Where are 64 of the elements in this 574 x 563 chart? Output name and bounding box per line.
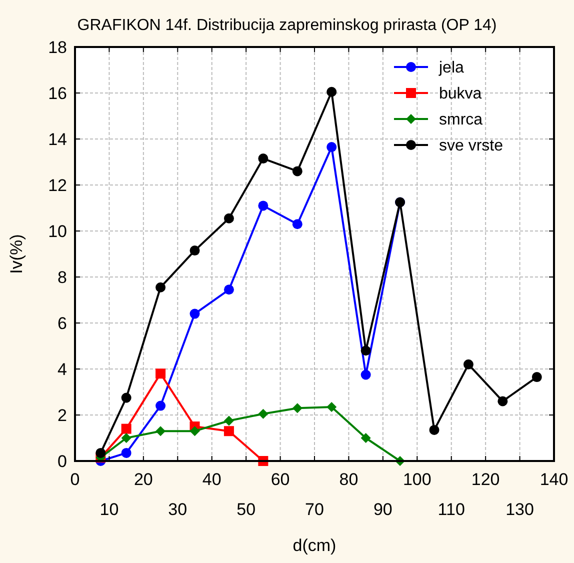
y-tick-label: 18 [48, 38, 67, 57]
point [121, 448, 132, 458]
point [224, 426, 234, 436]
x-axis-title: d(cm) [292, 536, 336, 555]
point [292, 219, 302, 230]
point [121, 392, 132, 403]
chart-title: GRAFIKON 14f. Distribucija zapreminskog prirasta (OP 14) [77, 17, 497, 34]
point [190, 308, 200, 319]
point [121, 433, 132, 443]
y-tick-label: 2 [58, 406, 67, 425]
point [96, 448, 106, 458]
point [429, 424, 440, 435]
legend-label: bukva [439, 86, 482, 103]
legend-label: smrca [439, 112, 483, 129]
legend-label: sve vrste [439, 138, 504, 155]
y-tick-label: 0 [58, 452, 67, 471]
y-axis-title: Iv(%) [7, 234, 26, 274]
x-tick-label: 60 [270, 470, 290, 489]
point [292, 166, 302, 176]
x2-tick-label: 50 [236, 500, 256, 519]
legend-label: jela [438, 60, 464, 77]
x-tick-label: 0 [70, 470, 80, 489]
point [258, 200, 268, 211]
x-tick-label: 20 [134, 470, 153, 489]
x2-tick-label: 130 [506, 500, 534, 519]
x-tick-label: 80 [339, 470, 358, 489]
point [156, 368, 166, 379]
x-tick-label: 120 [471, 470, 500, 489]
point [326, 402, 337, 412]
point [292, 403, 302, 414]
point [326, 86, 337, 97]
point [326, 142, 337, 152]
point [156, 400, 166, 411]
point [532, 372, 542, 382]
x-tick-label: 140 [540, 470, 568, 489]
point [360, 433, 371, 443]
x2-tick-label: 30 [168, 500, 188, 519]
point [190, 426, 200, 436]
point [224, 213, 234, 224]
y-tick-label: 6 [58, 314, 67, 333]
y-tick-label: 4 [58, 360, 67, 379]
point [190, 246, 200, 256]
x2-tick-label: 110 [438, 500, 465, 519]
point [360, 346, 371, 356]
x-tick-label: 40 [202, 470, 222, 489]
point [156, 282, 166, 292]
y-tick-label: 14 [48, 130, 67, 149]
point [498, 396, 508, 406]
point [258, 154, 268, 164]
point [224, 284, 234, 295]
y-tick-label: 16 [48, 84, 67, 103]
point [360, 370, 371, 380]
point [224, 416, 234, 426]
point [121, 424, 132, 434]
x2-tick-label: 70 [305, 500, 324, 519]
x2-tick-label: 10 [100, 500, 119, 519]
x-tick-label: 100 [402, 470, 432, 489]
y-tick-label: 8 [58, 268, 67, 287]
point [156, 426, 166, 436]
point [463, 359, 474, 370]
point [258, 408, 268, 419]
y-tick-label: 12 [48, 176, 67, 195]
x2-tick-label: 90 [373, 500, 392, 519]
y-tick-label: 10 [48, 222, 67, 241]
